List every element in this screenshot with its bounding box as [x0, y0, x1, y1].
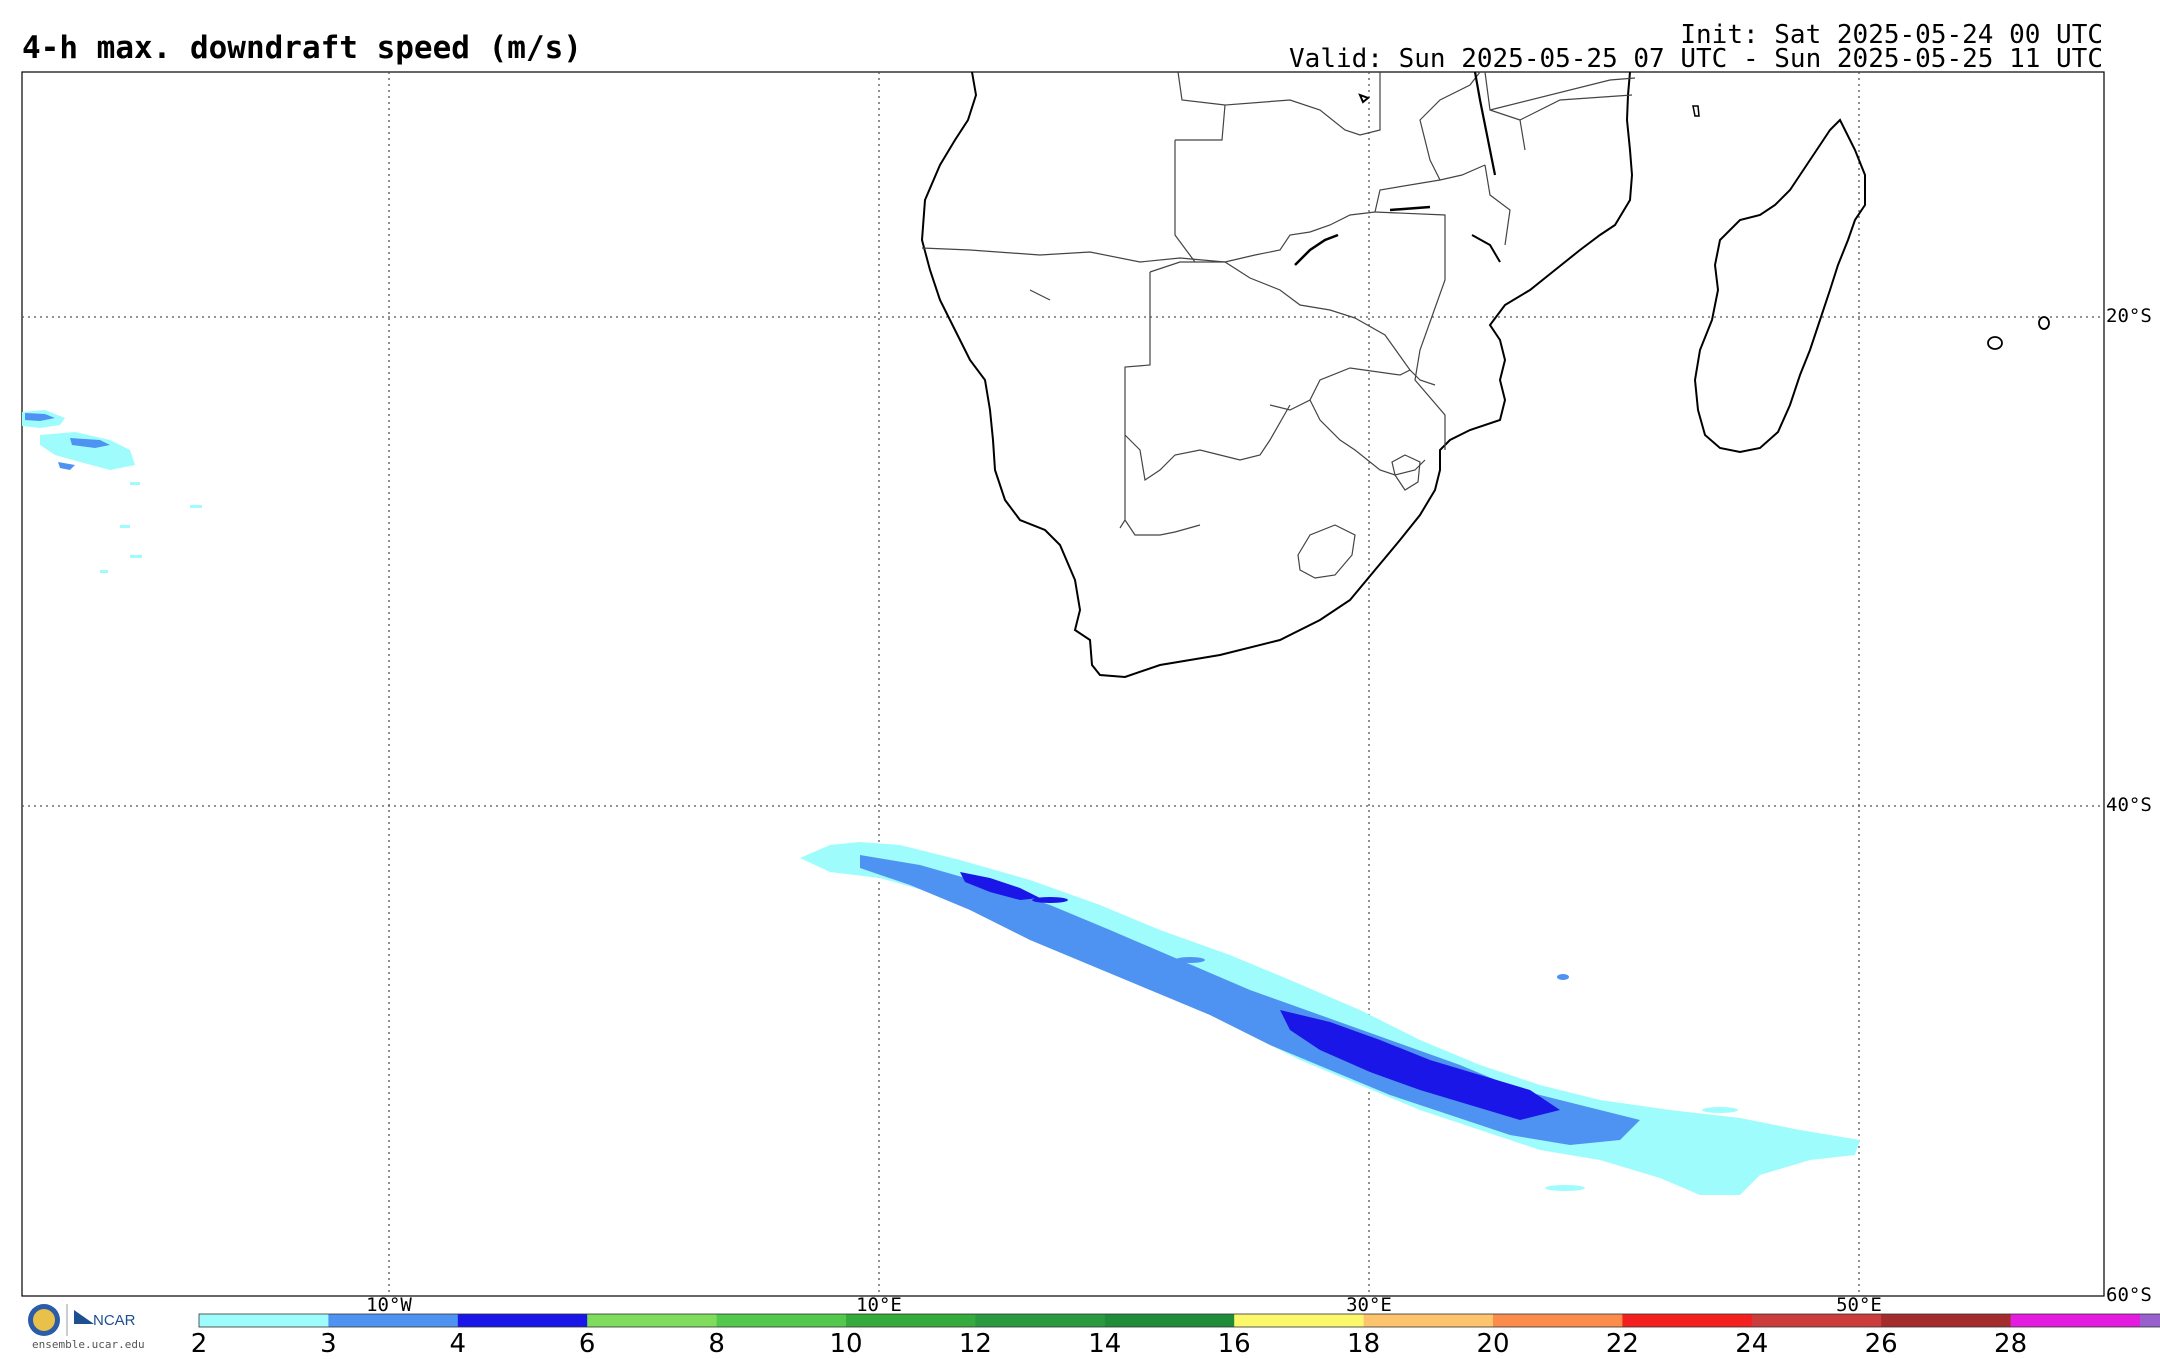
lat-label-20s: 20°S [2106, 305, 2152, 327]
colorbar-outline [198, 1313, 2160, 1328]
colorbar-tick-label: 12 [958, 1329, 992, 1359]
lesotho-border [1297, 524, 1356, 579]
colorbar-tick-label: 28 [1994, 1329, 2028, 1359]
lat-label-40s: 40°S [2106, 794, 2152, 816]
colorbar-swatch [1234, 1314, 1365, 1327]
band-streak [1545, 1185, 1585, 1191]
reunion-island [1987, 336, 2003, 350]
downdraft-band [800, 842, 1860, 1195]
band-streak [1702, 1107, 1738, 1113]
colorbar-tick-label: 20 [1476, 1329, 1510, 1359]
colorbar-tick-label: 22 [1605, 1329, 1639, 1359]
colorbar-tick-label: 8 [708, 1329, 725, 1359]
colorbar-swatch [457, 1314, 588, 1327]
init-time: Init: Sat 2025-05-24 00 UTC [1680, 20, 2103, 50]
colorbar-tick-label: 6 [578, 1329, 596, 1359]
lake-malawi [1473, 71, 1497, 176]
colorbar-tick-label: 10 [829, 1329, 863, 1359]
river-zambezi-mouth [1471, 234, 1501, 263]
axis-labels: 10°W 10°E 30°E 50°E 20°S 40°S 60°S [366, 305, 2152, 1316]
colorbar-swatch [1363, 1314, 1494, 1327]
downdraft-west-patch [22, 410, 202, 573]
lon-label-10w: 10°W [366, 1294, 412, 1316]
colorbar-tick-label: 24 [1735, 1329, 1769, 1359]
lon-label-10e: 10°E [856, 1294, 902, 1316]
ensemble-url: ensemble.ucar.edu [32, 1338, 145, 1351]
colorbar-swatch [1493, 1314, 1623, 1327]
eswatini-border [1391, 454, 1421, 491]
colorbar-tick-label: 18 [1347, 1329, 1381, 1359]
colorbar-swatch [1622, 1314, 1753, 1327]
colorbar-swatch [975, 1314, 1106, 1327]
africa-coastline [920, 71, 1634, 679]
map-title: 4-h max. downdraft speed (m/s) [22, 30, 582, 66]
colorbar-swatch [587, 1314, 718, 1327]
colorbar-tick-label: 3 [320, 1329, 337, 1359]
lon-label-30e: 30°E [1346, 1294, 1392, 1316]
logo-text: NCAR [93, 1312, 136, 1329]
lon-label-50e: 50°E [1836, 1294, 1882, 1316]
colorbar-swatch [1104, 1314, 1235, 1327]
colorbar-swatch [2010, 1314, 2141, 1327]
map-frame [21, 71, 2105, 1297]
colorbar-tick-label: 4 [449, 1329, 467, 1359]
valid-time: Valid: Sun 2025-05-25 07 UTC - Sun 2025-… [1289, 44, 2103, 74]
colorbar-swatch [2140, 1314, 2160, 1327]
colorbar-swatch [199, 1314, 329, 1327]
colorbar-swatch [328, 1314, 459, 1327]
comoros-island [1692, 105, 1700, 117]
downdraft-patch [1557, 974, 1569, 980]
lake-mweru [1358, 93, 1370, 104]
country-borders [921, 71, 1636, 536]
colorbar-swatch [1751, 1314, 1882, 1327]
nsf-ncar-logo: NCAR [28, 1304, 136, 1336]
lake-kariba [1294, 233, 1339, 266]
colorbar-tick-label: 26 [1864, 1329, 1898, 1359]
band-level-4 [1280, 1010, 1560, 1120]
colorbar-tick-label: 2 [190, 1329, 208, 1359]
mauritius-island [2038, 316, 2050, 330]
madagascar-coastline [1693, 118, 1866, 454]
band-streak [1032, 897, 1068, 903]
colorbar-swatch [1881, 1314, 2012, 1327]
lake-cahora [1389, 205, 1431, 212]
colorbar-tick-label: 14 [1088, 1329, 1122, 1359]
colorbar-tick-label: 16 [1217, 1329, 1251, 1359]
ncar-mark-icon [74, 1310, 94, 1324]
colorbar-swatch [716, 1314, 847, 1327]
band-streak [1175, 957, 1205, 963]
colorbar [198, 1313, 2160, 1328]
band-level-4b [960, 872, 1040, 900]
colorbar-swatch [846, 1314, 976, 1327]
graticule [22, 72, 2104, 1296]
lat-label-60s: 60°S [2106, 1284, 2152, 1306]
